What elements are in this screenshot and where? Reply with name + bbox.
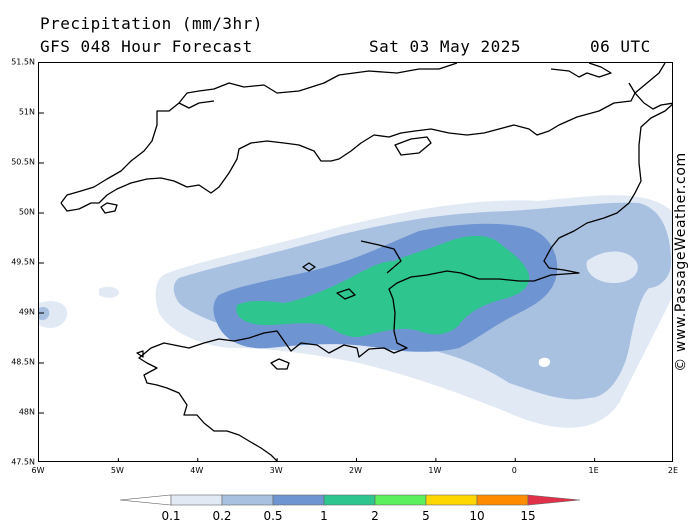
axis-tick-marks: [39, 112, 596, 461]
longitude-tick-label: 6W: [31, 466, 45, 475]
dover-strait-coast: [138, 103, 672, 461]
legend-color-box: [425, 494, 478, 506]
latitude-tick-label: 51N: [18, 107, 35, 117]
latitude-tick-label: 50N: [18, 207, 35, 217]
legend-color-box: [323, 494, 376, 506]
latitude-tick-label: 47.5N: [11, 457, 35, 467]
brittany-north-detail: [270, 358, 290, 370]
legend-min-arrow: [119, 494, 172, 506]
longitude-tick-label: 0: [511, 466, 517, 475]
cotentin-peninsula: [360, 240, 402, 274]
channel-island-guernsey: [302, 262, 316, 272]
latitude-tick-label: 49.5N: [11, 257, 35, 267]
legend-color-box: [221, 494, 274, 506]
sw-england-south-coast: [60, 63, 666, 212]
latitude-tick-label: 49N: [18, 307, 35, 317]
legend-value-label: 0.1: [161, 509, 181, 523]
longitude-tick-label: 5W: [110, 466, 124, 475]
east-kent-coast: [628, 82, 672, 110]
longitude-tick-label: 4W: [190, 466, 204, 475]
isle-of-wight: [394, 136, 432, 156]
thames-estuary: [550, 63, 612, 78]
longitude-tick-label: 2E: [667, 466, 679, 475]
legend-value-label: 5: [422, 509, 430, 523]
legend-color-box: [272, 494, 325, 506]
legend-max-arrow: [527, 494, 581, 506]
latitude-tick-label: 51.5N: [11, 57, 35, 67]
legend-value-label: 10: [469, 509, 485, 523]
ushant-island: [136, 350, 144, 358]
scilly-isles: [100, 202, 118, 214]
legend-value-label: 2: [371, 509, 379, 523]
coastlines: [60, 63, 672, 461]
legend-value-label: 15: [520, 509, 536, 523]
precip-area-green: [236, 235, 530, 338]
longitude-tick-label: 1W: [428, 466, 442, 475]
precip-gap-east: [586, 251, 638, 283]
south-wales-coast: [178, 63, 458, 104]
latitude-tick-label: 48.5N: [11, 357, 35, 367]
legend-value-label: 0.5: [263, 509, 283, 523]
bristol-channel-north: [178, 100, 215, 109]
valid-time: 06 UTC: [590, 37, 651, 56]
valid-date: Sat 03 May 2025: [369, 37, 521, 56]
precip-area-blue-light-west: [39, 306, 50, 321]
longitude-tick-label: 2W: [349, 466, 362, 475]
longitude-tick-label: 1E: [588, 466, 599, 475]
map-panel[interactable]: [38, 62, 673, 462]
legend-color-box: [374, 494, 427, 506]
precip-area-light-spot: [99, 286, 119, 298]
precip-legend-bar: [119, 494, 581, 506]
forecast-subtitle: GFS 048 Hour Forecast: [40, 37, 253, 56]
sw-england-north-coast: [60, 102, 180, 204]
legend-color-box: [170, 494, 223, 506]
latitude-tick-label: 50.5N: [11, 157, 35, 167]
legend-value-label: 0.2: [212, 509, 232, 523]
legend-color-box: [476, 494, 529, 506]
map-title: Precipitation (mm/3hr): [40, 14, 263, 33]
latitude-tick-label: 48N: [18, 407, 35, 417]
precipitation-map: [39, 63, 672, 461]
precip-gap-south: [538, 357, 551, 368]
precipitation-shading: [39, 195, 672, 428]
watermark-credit: © www.PassageWeather.com: [673, 152, 689, 372]
longitude-tick-label: 3W: [269, 466, 283, 475]
channel-island-jersey: [336, 288, 356, 300]
legend-value-label: 1: [320, 509, 328, 523]
